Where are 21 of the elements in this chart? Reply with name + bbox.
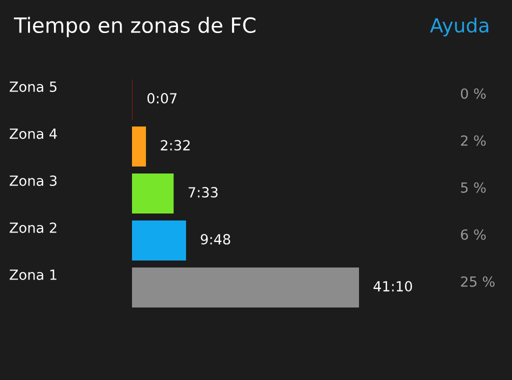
data-label: 9:48 (200, 234, 230, 245)
data-label: 0:07 (147, 93, 177, 104)
text: 2 % (461, 135, 486, 146)
y-tick-label: Zona 2 (10, 222, 56, 233)
data-label: 41:10 (374, 281, 412, 292)
chart-title: Tiempo en zonas de FC (14, 16, 256, 38)
text: Ayuda (430, 18, 488, 36)
text: 6 % (460, 229, 486, 240)
y-tick-label: Zona 1 (10, 270, 56, 280)
bar (132, 174, 174, 214)
bar (132, 126, 146, 166)
text: 25 % (461, 276, 495, 287)
y-tick-label: Zona 4 (10, 128, 57, 139)
bar (132, 220, 186, 260)
text: 0 % (460, 88, 486, 99)
y-tick-label: Zona 3 (10, 175, 57, 186)
bar (132, 268, 359, 308)
y-tick-label: Zona 5 (10, 82, 56, 92)
data-label: 7:33 (188, 187, 218, 198)
data-label: 2:32 (160, 140, 190, 151)
text: 5 % (461, 182, 486, 193)
